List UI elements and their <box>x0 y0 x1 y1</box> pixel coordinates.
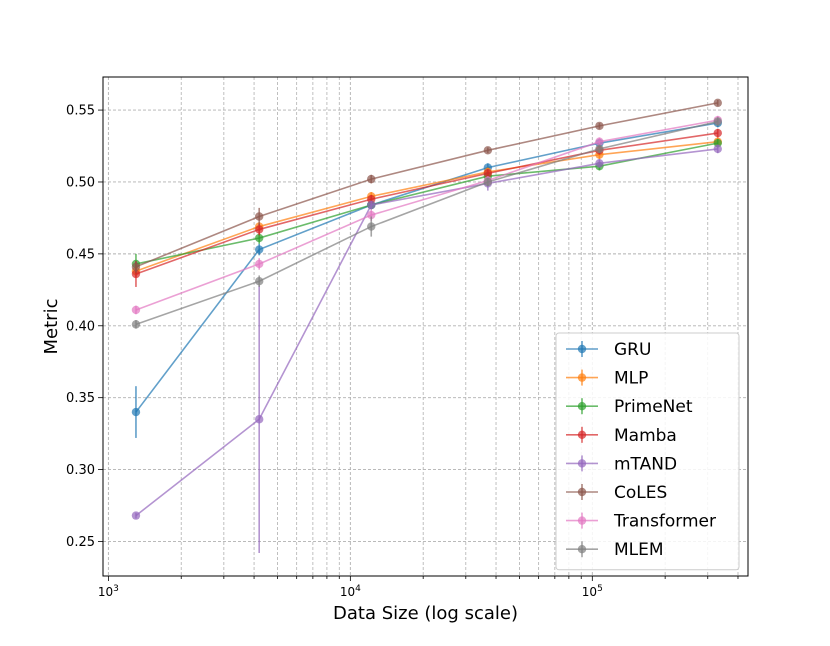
x-tick-label-exponent: 4 <box>355 584 361 594</box>
data-point <box>254 259 264 269</box>
legend-label: MLEM <box>614 540 664 560</box>
x-axis-label: Data Size (log scale) <box>333 603 518 624</box>
legend-marker <box>577 402 587 411</box>
data-point <box>131 269 141 279</box>
series-layer <box>131 98 722 553</box>
legend: GRU MLP PrimeNet Mamba mTAND CoLES Transformer… <box>555 332 740 571</box>
data-point <box>713 138 722 148</box>
data-point <box>254 212 264 221</box>
data-point <box>713 144 722 154</box>
series-coles <box>131 98 722 273</box>
data-point <box>367 222 376 231</box>
series-line <box>135 140 718 272</box>
legend-marker <box>577 545 587 554</box>
series-mlp <box>131 137 722 277</box>
x-tick-label-base: 10 <box>582 585 597 599</box>
data-point <box>713 117 722 126</box>
data-point <box>254 225 264 234</box>
data-point <box>131 305 141 315</box>
y-tick-label: 0.50 <box>66 175 95 190</box>
series-mtand <box>131 144 722 553</box>
legend-label: GRU <box>614 340 651 360</box>
legend-item: MLP <box>566 369 648 389</box>
legend-marker <box>577 430 587 439</box>
legend-box <box>555 332 740 571</box>
x-tick-label-base: 10 <box>98 585 113 599</box>
legend-item: GRU <box>566 340 651 360</box>
data-point <box>367 210 376 220</box>
legend-label: MLP <box>614 369 648 389</box>
legend-marker <box>577 516 587 525</box>
legend-item: Mamba <box>566 426 677 446</box>
legend-label: CoLES <box>614 483 667 503</box>
data-point <box>131 407 141 417</box>
data-point <box>131 511 141 520</box>
y-axis-label: Metric <box>41 299 62 355</box>
data-point <box>254 277 264 286</box>
data-point <box>595 137 604 146</box>
legend-marker <box>577 344 587 354</box>
legend-item: PrimeNet <box>566 397 693 417</box>
y-tick-label: 0.45 <box>66 247 95 262</box>
legend-marker <box>577 373 587 382</box>
data-point <box>713 98 722 108</box>
series-line <box>135 148 718 517</box>
data-point <box>595 144 604 154</box>
legend-label: Transformer <box>613 512 716 532</box>
x-tick-label: 104 <box>340 584 361 599</box>
legend-label: Mamba <box>614 426 677 446</box>
plot-area-frame <box>102 76 749 577</box>
data-point <box>483 146 493 155</box>
series-line <box>135 119 718 311</box>
data-point <box>367 174 376 184</box>
series-line <box>135 142 718 265</box>
legend-marker <box>577 487 587 497</box>
data-point <box>367 195 376 204</box>
x-tick-label: 105 <box>582 584 603 599</box>
series-line <box>135 120 718 326</box>
series-line <box>135 102 718 268</box>
y-tick-label: 0.40 <box>66 319 95 334</box>
x-tick-label-exponent: 3 <box>113 584 119 594</box>
legend-item: MLEM <box>566 540 664 560</box>
legend-label: PrimeNet <box>614 397 693 417</box>
data-point <box>254 415 264 424</box>
x-tick-label: 103 <box>98 584 119 599</box>
data-point <box>131 320 141 329</box>
data-point <box>367 200 376 210</box>
data-point <box>254 233 264 243</box>
legend-label: mTAND <box>614 454 677 474</box>
y-tick-label: 0.35 <box>66 391 95 406</box>
data-point <box>254 245 264 254</box>
data-point <box>713 128 722 138</box>
x-tick-label-exponent: 5 <box>597 584 603 594</box>
data-point <box>483 177 493 187</box>
series-mlem <box>131 117 722 329</box>
data-point <box>131 262 141 272</box>
series-mamba <box>131 128 722 287</box>
series-line <box>135 132 718 275</box>
y-tick-label: 0.25 <box>66 535 95 550</box>
data-point <box>595 159 604 168</box>
legend-item: CoLES <box>566 483 667 503</box>
y-tick-label: 0.55 <box>66 104 95 119</box>
legend-marker <box>577 459 587 468</box>
y-tick-label: 0.30 <box>66 463 95 478</box>
data-point <box>595 121 604 131</box>
legend-item: Transformer <box>566 512 716 532</box>
data-point <box>483 169 493 178</box>
legend-item: mTAND <box>566 454 677 474</box>
x-tick-label-base: 10 <box>340 585 355 599</box>
